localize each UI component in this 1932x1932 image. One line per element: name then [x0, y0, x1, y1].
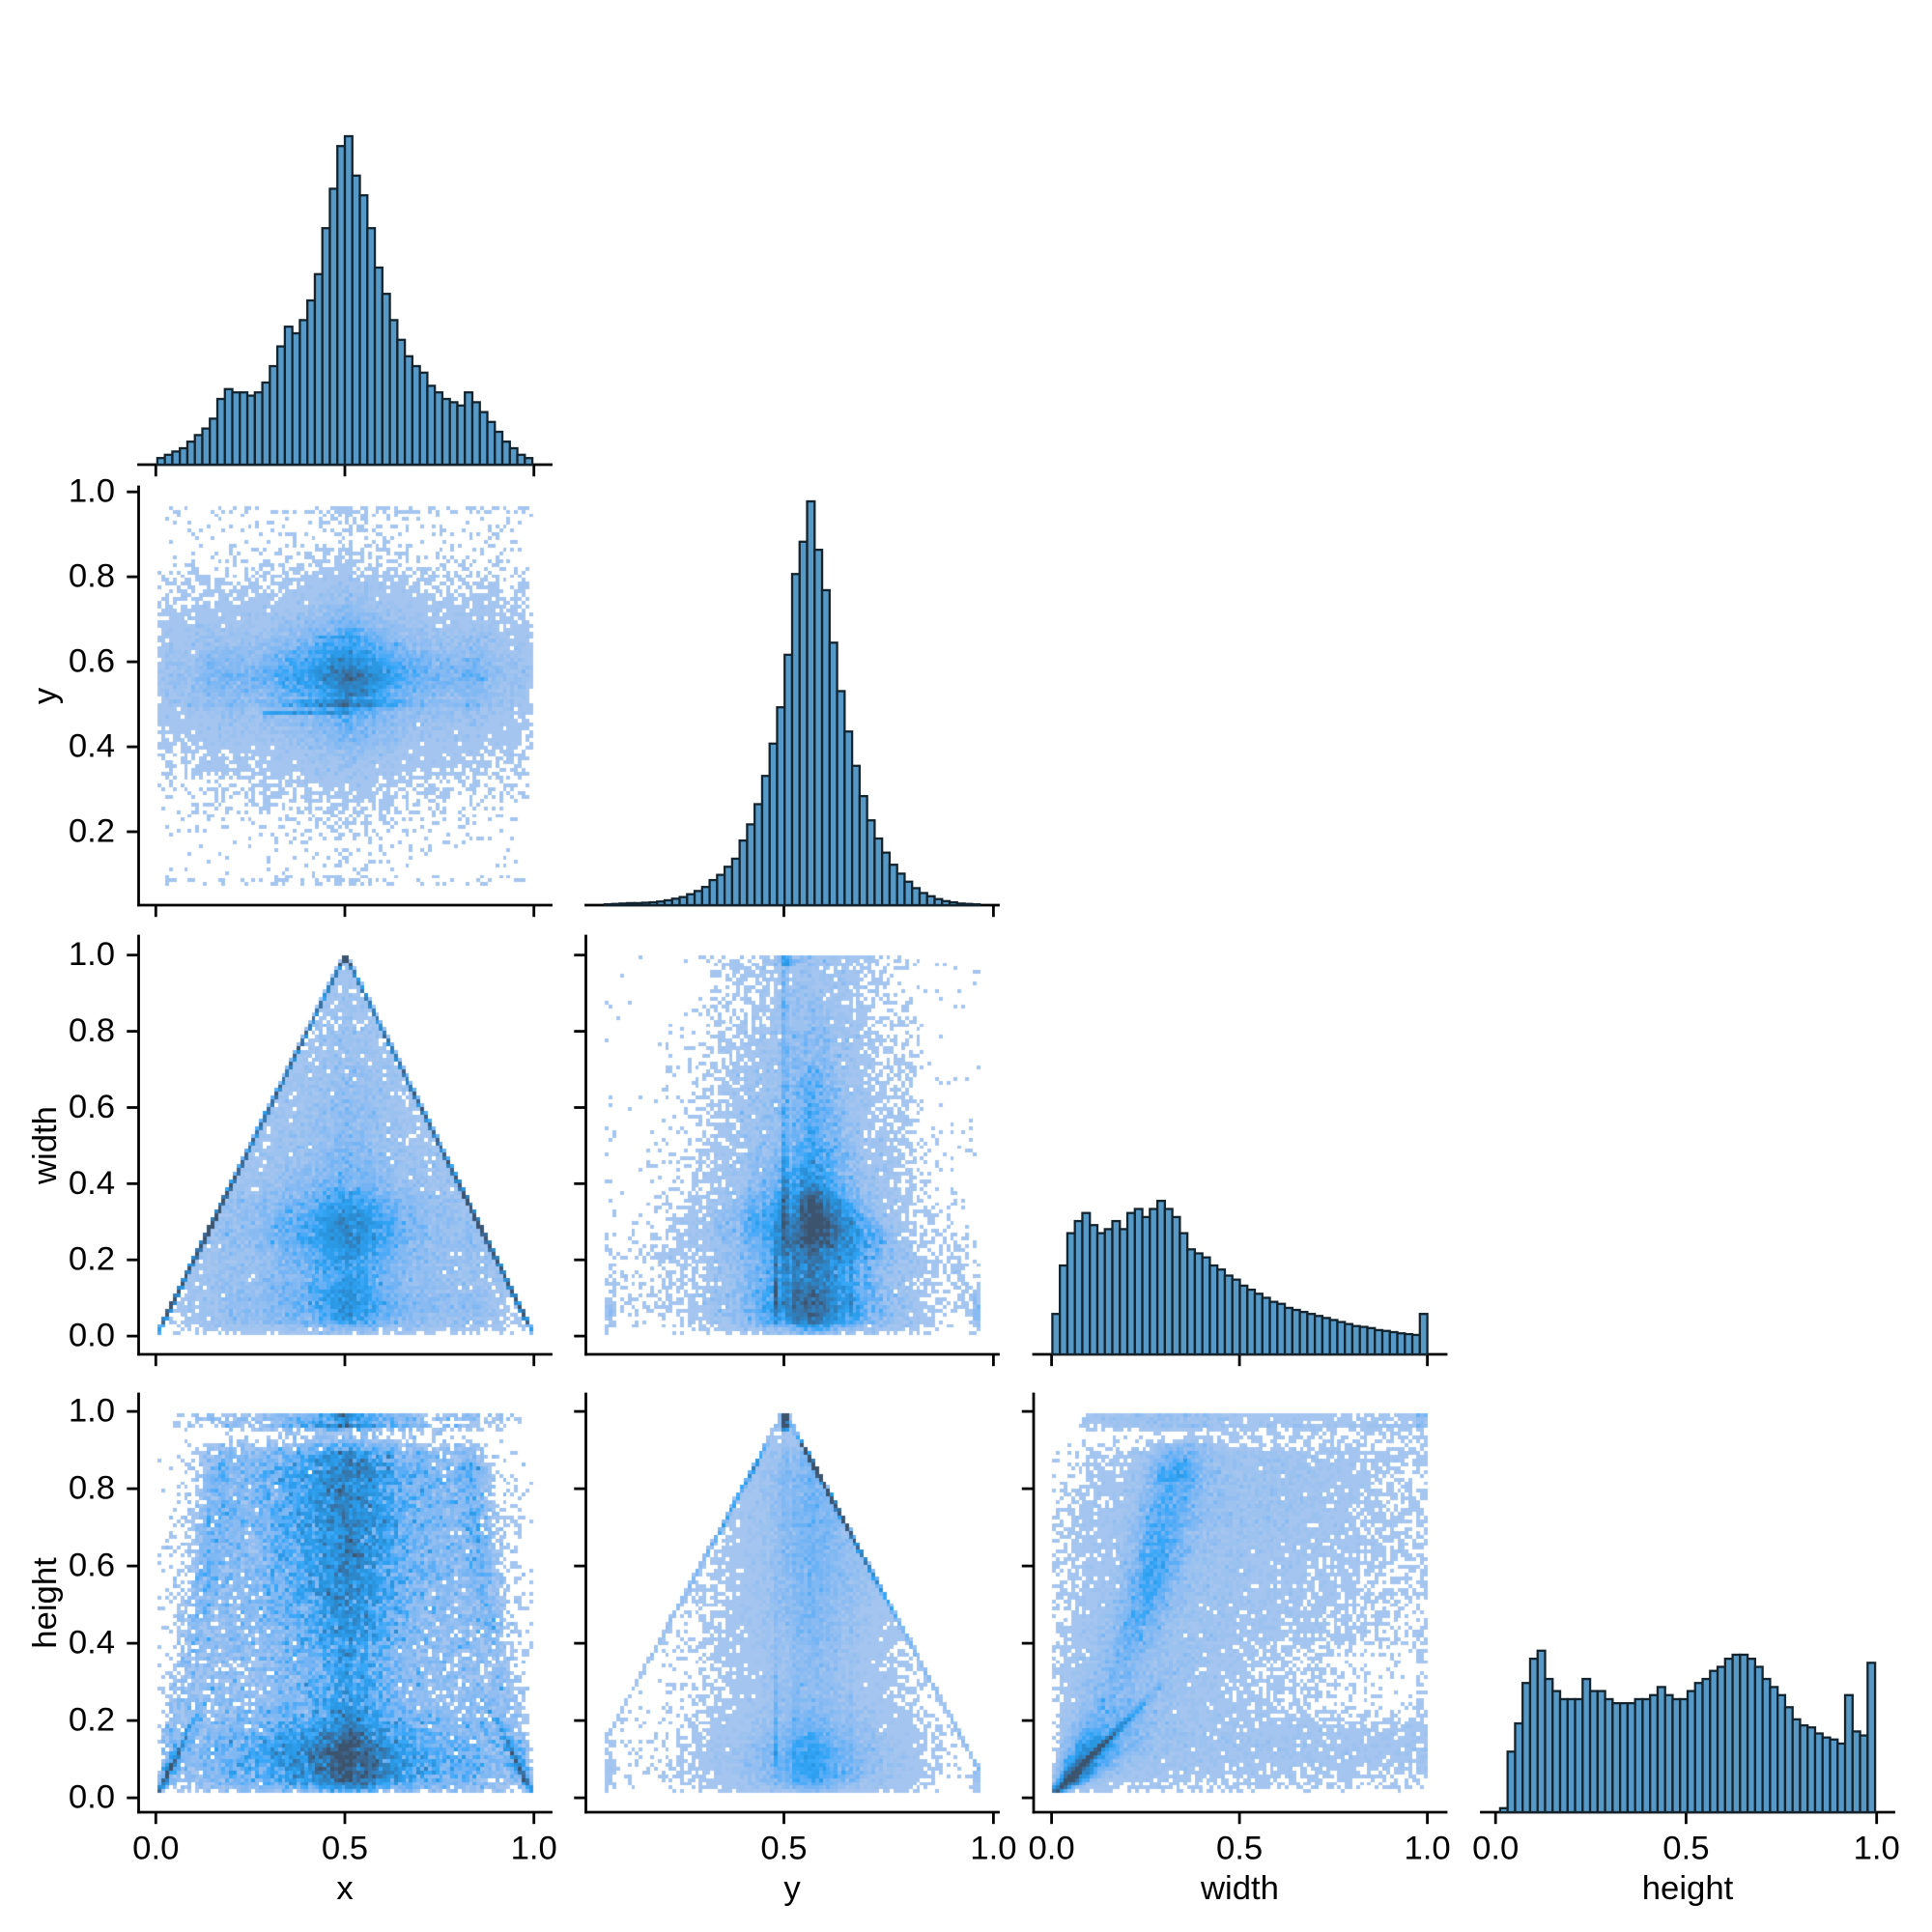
svg-text:0.4: 0.4: [69, 1165, 115, 1202]
svg-text:0.5: 0.5: [322, 1830, 368, 1866]
svg-text:y: y: [783, 1870, 801, 1907]
svg-text:height: height: [1642, 1870, 1734, 1907]
svg-text:0.8: 0.8: [69, 558, 115, 595]
svg-text:1.0: 1.0: [1854, 1830, 1900, 1866]
svg-text:0.6: 0.6: [69, 1548, 115, 1584]
svg-text:0.6: 0.6: [69, 643, 115, 680]
svg-text:width: width: [27, 1106, 64, 1185]
svg-text:0.2: 0.2: [69, 813, 115, 850]
svg-text:0.4: 0.4: [69, 1625, 115, 1662]
svg-text:0.0: 0.0: [69, 1779, 115, 1816]
svg-text:0.5: 0.5: [760, 1830, 807, 1866]
svg-text:1.0: 1.0: [970, 1830, 1016, 1866]
svg-text:0.0: 0.0: [1472, 1830, 1519, 1866]
svg-text:width: width: [1200, 1870, 1279, 1907]
svg-text:0.5: 0.5: [1216, 1830, 1263, 1866]
svg-text:1.0: 1.0: [69, 473, 115, 510]
svg-text:0.8: 0.8: [69, 1470, 115, 1507]
svg-text:1.0: 1.0: [1404, 1830, 1450, 1866]
svg-text:height: height: [27, 1557, 64, 1649]
svg-text:y: y: [27, 687, 64, 704]
svg-text:0.0: 0.0: [1028, 1830, 1074, 1866]
svg-text:0.4: 0.4: [69, 728, 115, 765]
svg-text:0.0: 0.0: [69, 1318, 115, 1354]
svg-text:x: x: [336, 1870, 353, 1907]
svg-text:0.5: 0.5: [1662, 1830, 1709, 1866]
svg-text:1.0: 1.0: [69, 1393, 115, 1430]
svg-text:0.0: 0.0: [132, 1830, 179, 1866]
svg-text:1.0: 1.0: [511, 1830, 557, 1866]
svg-text:0.2: 0.2: [69, 1241, 115, 1278]
svg-text:0.2: 0.2: [69, 1702, 115, 1739]
svg-text:1.0: 1.0: [69, 936, 115, 973]
svg-text:0.8: 0.8: [69, 1012, 115, 1049]
svg-text:0.6: 0.6: [69, 1089, 115, 1125]
